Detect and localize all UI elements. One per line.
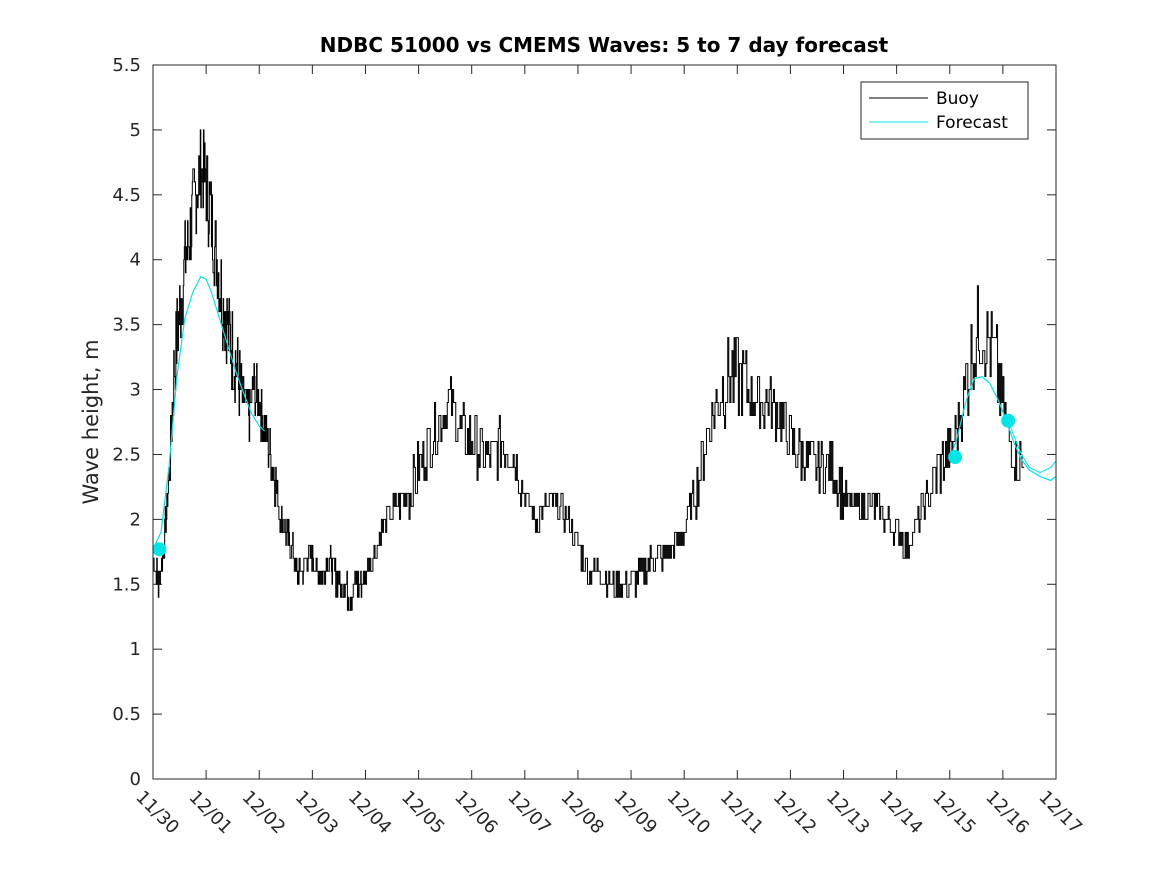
- x-tick-label: 12/16: [981, 787, 1033, 839]
- axis-ticks: [152, 64, 1057, 780]
- marker-layer: [152, 413, 1016, 557]
- y-tick-labels: 0 0.5 1 1.5 2 2.5 3 3.5 4 4.5 5 5.5: [112, 55, 141, 790]
- y-tick-label: 0: [130, 769, 141, 790]
- x-tick-label: 12/07: [503, 787, 555, 839]
- forecast-start-marker: [948, 450, 963, 465]
- x-tick-label: 12/12: [769, 787, 821, 839]
- y-tick-label: 5: [130, 120, 141, 141]
- x-tick-label: 12/09: [610, 787, 662, 839]
- forecast-start-marker: [152, 542, 167, 557]
- y-tick-label: 0.5: [112, 704, 141, 725]
- legend-forecast-label: Forecast: [936, 113, 1008, 133]
- buoy-series-line: [153, 129, 1025, 611]
- forecast-series-line: [949, 375, 1057, 482]
- x-tick-label: 12/05: [397, 787, 449, 839]
- x-tick-label: 12/13: [822, 787, 874, 839]
- x-tick-label: 12/14: [875, 787, 927, 839]
- x-tick-label: 12/10: [663, 787, 715, 839]
- y-tick-label: 3.5: [112, 315, 141, 336]
- x-tick-label: 12/01: [185, 787, 237, 839]
- forecast-later-series-line: [1007, 420, 1057, 474]
- y-tick-label: 2: [130, 509, 141, 530]
- y-tick-label: 1: [130, 639, 141, 660]
- y-axis-label: Wave height, m: [79, 339, 103, 504]
- forecast-start-marker: [1001, 413, 1016, 428]
- x-tick-label: 11/30: [131, 787, 183, 839]
- legend: Buoy Forecast: [860, 81, 1029, 140]
- legend-box: [860, 81, 1029, 140]
- x-tick-label: 12/11: [716, 787, 768, 839]
- legend-buoy-label: Buoy: [936, 89, 979, 109]
- x-tick-label: 12/06: [450, 787, 502, 839]
- y-tick-label: 4: [130, 250, 141, 271]
- y-tick-label: 4.5: [112, 185, 141, 206]
- x-tick-label: 12/15: [928, 787, 980, 839]
- forecast-series-line: [152, 275, 265, 550]
- y-tick-label: 2.5: [112, 444, 141, 465]
- chart-title: NDBC 51000 vs CMEMS Waves: 5 to 7 day fo…: [320, 33, 889, 57]
- y-tick-label: 3: [130, 380, 141, 401]
- x-tick-label: 12/02: [238, 787, 290, 839]
- plot-frame: [152, 64, 1057, 780]
- series-layer: [152, 129, 1057, 611]
- x-tick-label: 12/17: [1034, 787, 1086, 839]
- x-tick-label: 12/04: [344, 787, 396, 839]
- x-tick-label: 12/08: [556, 787, 608, 839]
- y-tick-label: 5.5: [112, 55, 141, 76]
- x-tick-label: 12/03: [291, 787, 343, 839]
- y-tick-label: 1.5: [112, 574, 141, 595]
- x-tick-labels: 11/30 12/01 12/02 12/03 12/04 12/05 12/06 12/07…: [131, 787, 1086, 839]
